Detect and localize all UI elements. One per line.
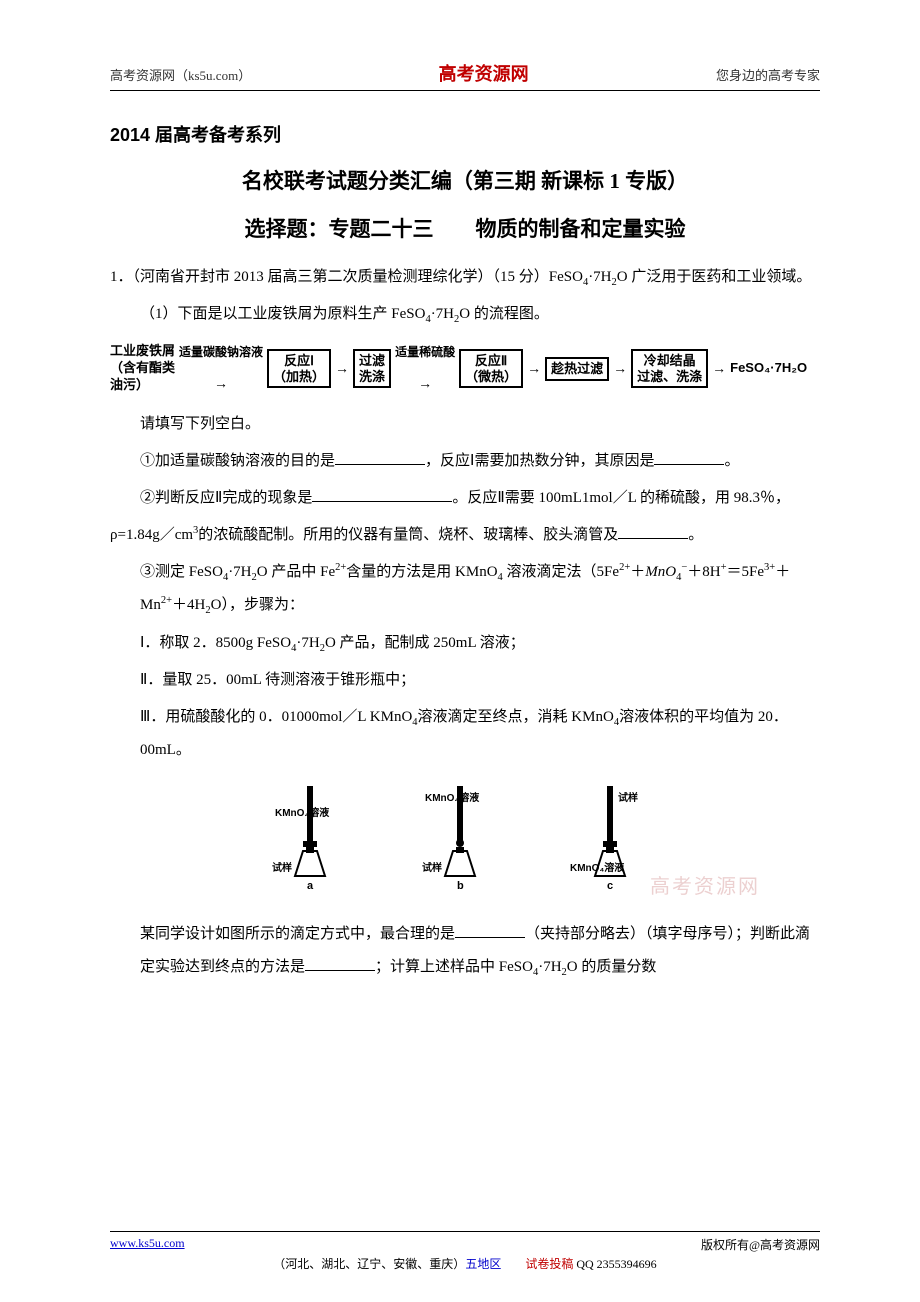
blank-6 xyxy=(305,956,375,971)
flow-arrow-6: → xyxy=(712,353,726,384)
flow-box-1: 反应Ⅰ （加热） xyxy=(267,349,331,388)
svg-text:c: c xyxy=(607,880,613,891)
svg-text:试样: 试样 xyxy=(422,861,442,874)
burette-c-icon: 试样 KMnO₄溶液 c xyxy=(570,781,660,891)
topic-title: 选择题：专题二十三 物质的制备和定量实验 xyxy=(110,213,820,243)
footer-rule xyxy=(110,1231,820,1232)
svg-text:b: b xyxy=(457,880,464,891)
blank-line-2: ②判断反应Ⅱ完成的现象是。反应Ⅱ需要 100mL1mol／L 的稀硫酸，用 98… xyxy=(110,482,820,515)
step-3: Ⅲ．用硫酸酸化的 0．01000mol／L KMnO4溶液滴定至终点，消耗 KM… xyxy=(110,701,820,767)
titration-c: 试样 KMnO₄溶液 c xyxy=(570,781,660,900)
flow-output: FeSO₄·7H₂O xyxy=(730,354,807,383)
blank-4 xyxy=(618,524,688,539)
flow-box-2: 过滤 洗涤 xyxy=(353,349,391,388)
flow-diagram: 工业废铁屑 （含有酯类 油污） 适量碳酸钠溶液 → 反应Ⅰ （加热） → 过滤 … xyxy=(110,339,810,398)
titration-a: KMnO₄溶液 试样 a xyxy=(270,781,350,900)
page-header: 高考资源网（ks5u.com） 高考资源网 您身边的高考专家 xyxy=(110,60,820,86)
circle3-line: ③测定 FeSO4·7H2O 产品中 Fe2+含量的方法是用 KMnO4 溶液滴… xyxy=(110,556,820,622)
svg-text:试样: 试样 xyxy=(618,791,638,804)
svg-text:KMnO₄溶液: KMnO₄溶液 xyxy=(425,791,479,804)
q1-intro: 1．（河南省开封市 2013 届高三第二次质量检测理综化学）（15 分）FeSO… xyxy=(110,261,820,294)
blank-2 xyxy=(654,450,724,465)
step-1: Ⅰ．称取 2．8500g FeSO4·7H2O 产品，配制成 250mL 溶液； xyxy=(110,627,820,660)
blank-line-1: ①加适量碳酸钠溶液的目的是，反应Ⅰ需要加热数分钟，其原因是。 xyxy=(110,445,820,478)
flow-box-5: 冷却结晶 过滤、洗涤 xyxy=(631,349,708,388)
header-rule xyxy=(110,90,820,91)
burette-a-icon: KMnO₄溶液 试样 a xyxy=(270,781,350,891)
flow-arrow-4: → xyxy=(527,353,541,384)
compilation-title: 名校联考试题分类汇编（第三期 新课标 1 专版） xyxy=(110,165,820,195)
step-2: Ⅱ．量取 25．00mL 待测溶液于锥形瓶中； xyxy=(110,664,820,697)
final-question: 某同学设计如图所示的滴定方式中，最合理的是（夹持部分略去）（填字母序号）；判断此… xyxy=(110,918,820,984)
svg-text:KMnO₄溶液: KMnO₄溶液 xyxy=(275,806,329,819)
flow-box-4: 趁热过滤 xyxy=(545,357,609,381)
header-center: 高考资源网 xyxy=(439,60,529,86)
blank-5 xyxy=(455,923,525,938)
blank-1 xyxy=(335,450,425,465)
footer-link[interactable]: www.ks5u.com xyxy=(110,1236,185,1253)
flow-arrow-2: → xyxy=(335,353,349,384)
svg-text:KMnO₄溶液: KMnO₄溶液 xyxy=(570,861,624,874)
page-footer: www.ks5u.com 版权所有@高考资源网 （河北、湖北、辽宁、安徽、重庆）… xyxy=(110,1231,820,1272)
titration-b: KMnO₄溶液 试样 b xyxy=(420,781,500,900)
burette-b-icon: KMnO₄溶液 试样 b xyxy=(420,781,500,891)
header-left: 高考资源网（ks5u.com） xyxy=(110,65,251,84)
q1-part1: （1）下面是以工业废铁屑为原料生产 FeSO4·7H2O 的流程图。 xyxy=(110,298,820,331)
footer-regions: （河北、湖北、辽宁、安徽、重庆）五地区 试卷投稿 QQ 2355394696 xyxy=(110,1255,820,1272)
flow-arrow-1: 适量碳酸钠溶液 → xyxy=(179,339,263,398)
blank-3 xyxy=(312,487,452,502)
svg-text:a: a xyxy=(307,880,314,891)
fill-prompt: 请填写下列空白。 xyxy=(110,408,820,441)
watermark: 高考资源网 xyxy=(650,870,760,899)
rho-line: ρ=1.84g／cm3的浓硫酸配制。所用的仪器有量筒、烧杯、玻璃棒、胶头滴管及。 xyxy=(110,519,820,552)
flow-input: 工业废铁屑 （含有酯类 油污） xyxy=(110,343,175,394)
footer-copyright: 版权所有@高考资源网 xyxy=(701,1236,820,1253)
flow-arrow-3: 适量稀硫酸 → xyxy=(395,339,455,398)
header-right: 您身边的高考专家 xyxy=(716,65,820,84)
svg-text:试样: 试样 xyxy=(272,861,292,874)
flow-box-3: 反应Ⅱ （微热） xyxy=(459,349,523,388)
series-line: 2014 届高考备考系列 xyxy=(110,121,820,147)
flow-arrow-5: → xyxy=(613,353,627,384)
